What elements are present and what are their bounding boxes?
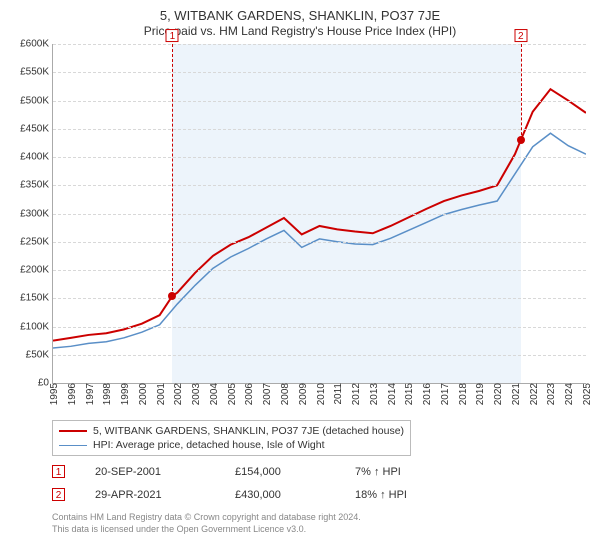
x-axis-tick: 1997 [85, 383, 96, 405]
x-axis-tick: 2009 [298, 383, 309, 405]
x-axis-tick: 1995 [49, 383, 60, 405]
x-axis-tick: 1999 [120, 383, 131, 405]
y-axis-tick: £500K [20, 95, 49, 106]
x-axis-tick: 2018 [458, 383, 469, 405]
y-axis-tick: £550K [20, 67, 49, 78]
legend-item: HPI: Average price, detached house, Isle… [59, 438, 404, 452]
x-axis-tick: 2014 [387, 383, 398, 405]
x-axis-tick: 2001 [156, 383, 167, 405]
y-axis-tick: £300K [20, 208, 49, 219]
data-attribution: Contains HM Land Registry data © Crown c… [52, 512, 590, 535]
y-axis-tick: £250K [20, 236, 49, 247]
legend-item: 5, WITBANK GARDENS, SHANKLIN, PO37 7JE (… [59, 424, 404, 438]
x-axis-tick: 2002 [173, 383, 184, 405]
x-axis-tick: 2005 [227, 383, 238, 405]
x-axis-tick: 2019 [475, 383, 486, 405]
y-axis-tick: £50K [26, 349, 49, 360]
sale-row: 120-SEP-2001£154,0007% ↑ HPI [52, 460, 590, 483]
x-axis-tick: 2013 [369, 383, 380, 405]
x-axis-tick: 2024 [564, 383, 575, 405]
x-axis-tick: 2008 [280, 383, 291, 405]
x-axis-tick: 2006 [244, 383, 255, 405]
page-subtitle: Price paid vs. HM Land Registry's House … [10, 24, 590, 38]
x-axis-tick: 2012 [351, 383, 362, 405]
x-axis-tick: 2016 [422, 383, 433, 405]
y-axis-tick: £600K [20, 39, 49, 50]
x-axis-tick: 2015 [404, 383, 415, 405]
x-axis-tick: 2017 [440, 383, 451, 405]
x-axis-tick: 2025 [582, 383, 593, 405]
x-axis-tick: 2011 [333, 383, 344, 405]
x-axis-tick: 1996 [67, 383, 78, 405]
page-title: 5, WITBANK GARDENS, SHANKLIN, PO37 7JE [10, 8, 590, 23]
y-axis-tick: £350K [20, 180, 49, 191]
y-axis-tick: £150K [20, 293, 49, 304]
y-axis-tick: £400K [20, 152, 49, 163]
y-axis-tick: £200K [20, 265, 49, 276]
x-axis-tick: 2003 [191, 383, 202, 405]
x-axis-tick: 2021 [511, 383, 522, 405]
x-axis-tick: 2007 [262, 383, 273, 405]
chart-legend: 5, WITBANK GARDENS, SHANKLIN, PO37 7JE (… [52, 420, 411, 456]
price-chart: £0£50K£100K£150K£200K£250K£300K£350K£400… [52, 44, 586, 414]
x-axis-tick: 2010 [316, 383, 327, 405]
chart-marker: 1 [166, 29, 179, 42]
x-axis-tick: 2000 [138, 383, 149, 405]
x-axis-tick: 2023 [546, 383, 557, 405]
x-axis-tick: 1998 [102, 383, 113, 405]
x-axis-tick: 2004 [209, 383, 220, 405]
y-axis-tick: £100K [20, 321, 49, 332]
x-axis-tick: 2020 [493, 383, 504, 405]
sale-row: 229-APR-2021£430,00018% ↑ HPI [52, 483, 590, 506]
y-axis-tick: £0 [38, 378, 49, 389]
x-axis-tick: 2022 [529, 383, 540, 405]
sales-table: 120-SEP-2001£154,0007% ↑ HPI229-APR-2021… [52, 460, 590, 506]
chart-marker: 2 [514, 29, 527, 42]
y-axis-tick: £450K [20, 123, 49, 134]
